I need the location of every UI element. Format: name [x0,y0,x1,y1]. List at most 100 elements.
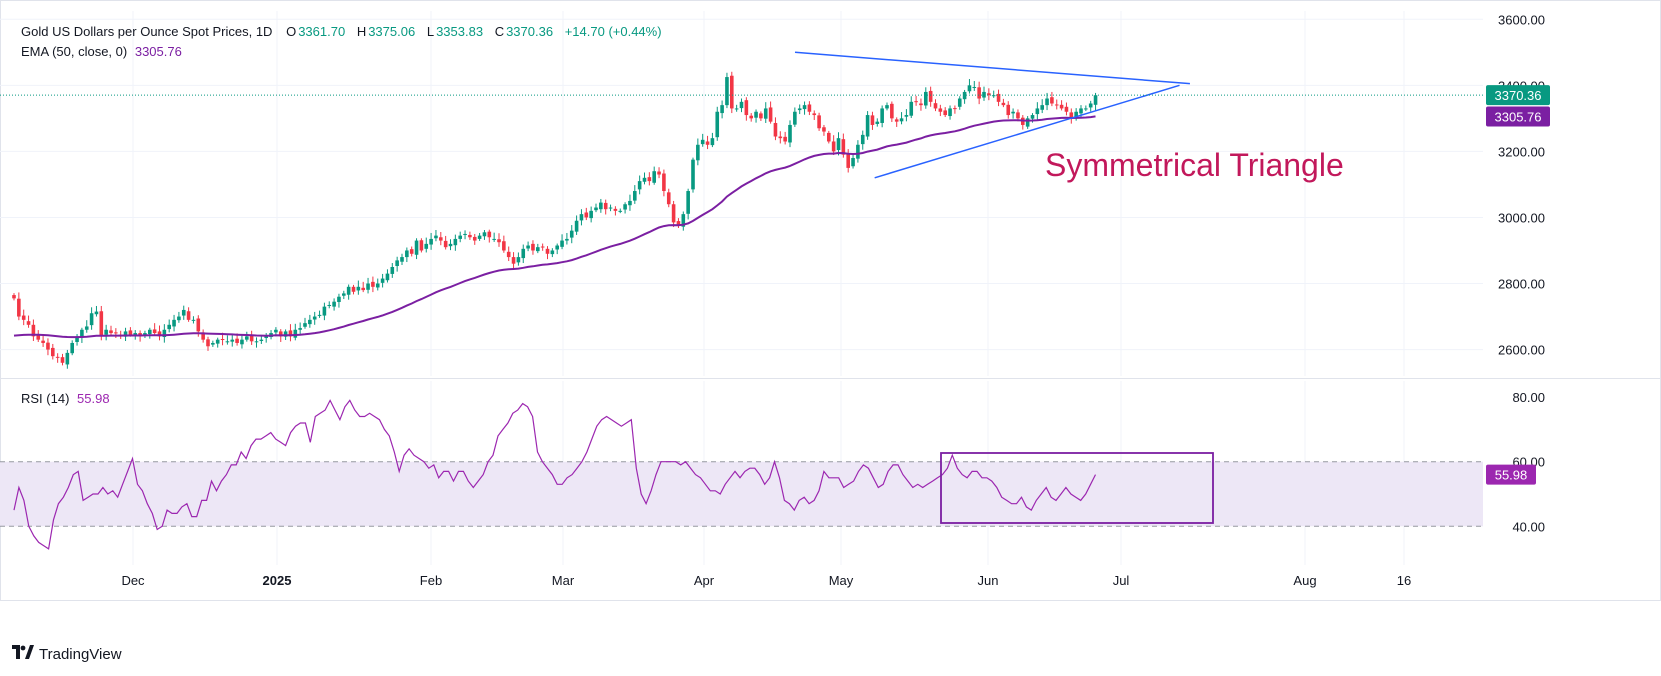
candle-body [875,121,880,124]
lower-trendline [874,84,1180,179]
candle-body [1035,108,1040,115]
candle-body [177,316,181,321]
candle-body [652,171,656,183]
candle-body [763,108,768,119]
candle-body [987,93,991,96]
candle-body [245,336,249,340]
candle-body [21,315,26,320]
candle-body [1011,111,1015,114]
candle-body [793,111,797,125]
candle-body [94,311,99,315]
candle-body [1040,105,1044,110]
candle-body [904,115,909,117]
candle-body [778,136,783,139]
candle-body [797,108,802,111]
triangle-annotation: Symmetrical Triangle [1045,147,1344,183]
candle-body [1001,102,1006,106]
candle-body [477,235,482,239]
candle-body [249,335,254,342]
candle-body [608,207,613,209]
candle-body [492,238,496,240]
candle-body [395,260,399,267]
candle-body [60,357,65,363]
candle-body [196,318,201,332]
candle-body [1025,118,1030,127]
candle-body [526,245,530,249]
rsi-line [13,399,1097,550]
rsi-label: RSI (14) [21,391,70,406]
candle-body [84,326,89,330]
candle-body [1084,108,1088,110]
brand-label: TradingView [39,645,122,663]
candle-body [351,286,356,292]
time-tick-label: Jun [978,573,999,588]
candle-body [715,111,720,138]
candle-body [788,124,792,143]
candle-body [215,339,220,344]
candle-body [730,75,734,109]
candle-body [545,248,550,254]
candle-body [725,77,729,106]
candle-body [1079,108,1083,114]
candle-body [506,251,511,258]
open-label: O [286,24,297,39]
candle-body [409,249,414,254]
candle-body [584,212,589,218]
candle-body [312,316,317,320]
candle-body [424,243,429,249]
candle-body [220,339,225,341]
candle-body [686,191,690,214]
candle-body [70,342,74,354]
candle-body [555,245,559,250]
candle-body [822,127,826,132]
candle-body [99,311,104,337]
candle-body [880,108,884,123]
candle-body [928,90,933,102]
candle-body [909,101,914,116]
candle-body [172,319,176,327]
candle-body [31,324,36,337]
candle-body [996,93,1001,102]
candle-body [589,210,593,219]
candle-body [948,108,952,117]
price-tick-label: 2600.00 [1498,343,1545,358]
candle-body [225,341,230,343]
candle-body [710,138,715,146]
tradingview-logo-icon [12,645,34,663]
candle-body [565,238,569,241]
candle-body [201,332,205,340]
candle-body [400,257,404,262]
candle-body [17,298,21,317]
candle-body [468,234,472,238]
last-price-label: 3370.36 [1495,88,1542,103]
candle-body [36,335,41,340]
price-tick-label: 2800.00 [1498,277,1545,292]
candle-body [531,243,535,251]
candle-body [1006,104,1011,116]
candle-body [681,214,686,227]
candle-body [831,141,836,152]
candle-body [953,108,957,110]
candle-body [390,266,395,274]
candle-body [550,250,555,255]
rsi-tick-label: 40.00 [1512,519,1545,534]
candle-body [385,273,390,281]
candle-body [26,321,31,325]
candle-body [671,204,676,223]
price-tick-label: 3200.00 [1498,144,1545,159]
candle-body [181,309,186,316]
candle-body [938,108,943,112]
candle-body [337,296,341,303]
candle-body [356,286,361,291]
price-tick-label: 3600.00 [1498,12,1545,27]
candle-body [152,329,157,334]
change-value: +14.70 (+0.44%) [564,24,662,39]
candle-body [463,233,467,235]
candle-body [283,331,288,337]
candle-body [55,356,60,358]
candle-body [109,330,113,334]
candle-body [628,200,632,206]
tradingview-brand[interactable]: TradingView [12,645,122,663]
candle-body [603,202,608,210]
